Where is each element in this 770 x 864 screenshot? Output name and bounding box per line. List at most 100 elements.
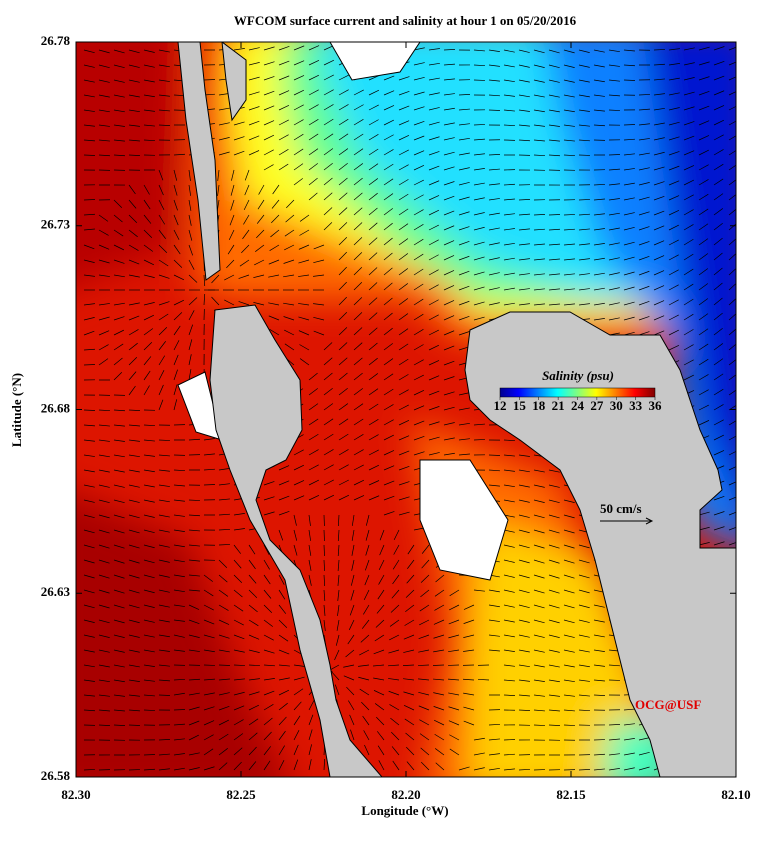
current-vector [683,121,695,126]
current-vector [563,544,575,549]
current-vector [368,282,378,291]
current-vector [383,90,395,96]
current-vector [413,194,424,201]
current-vector [503,499,515,503]
current-vector [173,723,185,726]
current-vector [128,439,140,442]
current-vector [593,198,605,201]
current-vector [143,499,155,503]
current-vector [518,303,530,306]
current-vector [713,358,724,366]
current-vector [203,692,215,696]
current-vector [353,133,364,141]
current-vector [578,64,590,68]
current-vector [683,253,694,261]
current-vector [98,664,110,668]
current-vector [443,422,455,426]
current-vector [158,229,166,239]
current-vector [128,139,140,142]
current-vector [533,154,546,157]
current-vector [98,439,110,442]
current-vector [173,325,181,336]
current-vector [299,344,310,351]
current-vector [683,329,694,336]
current-vector [406,761,415,771]
current-vector [368,297,378,306]
current-vector [668,136,680,141]
current-vector [173,604,185,607]
current-vector [698,389,709,396]
current-vector [113,409,125,412]
current-vector [608,302,620,306]
current-vector [653,49,666,51]
current-vector [143,768,155,771]
current-vector [428,165,440,171]
current-vector [413,224,424,231]
current-vector [143,328,154,336]
current-vector [638,167,650,171]
current-vector [229,214,235,226]
current-vector [388,664,400,667]
current-vector [428,329,439,336]
current-vector [188,339,193,351]
current-vector [98,214,109,222]
current-vector [248,732,258,741]
current-vector [463,634,475,638]
current-vector [563,514,575,519]
current-vector [608,272,620,276]
current-vector [345,649,355,658]
current-vector [188,438,200,441]
current-vector [448,678,460,681]
current-vector [390,717,400,726]
current-vector [638,94,651,96]
current-vector [143,109,155,112]
current-vector [211,296,220,306]
current-vector [308,403,319,411]
current-vector [83,213,95,216]
current-vector [233,705,245,711]
current-vector [263,690,275,696]
current-vector [698,149,709,156]
current-vector [338,494,350,501]
current-vector [113,649,125,653]
current-vector [458,241,470,246]
current-vector [158,469,170,472]
current-vector [143,184,150,195]
current-vector [128,259,140,265]
current-vector [533,228,545,231]
current-vector [463,692,475,696]
current-vector [548,604,560,609]
current-vector [578,94,590,98]
current-vector [278,119,289,126]
current-vector [334,649,340,661]
current-vector [338,296,347,306]
current-vector [173,199,178,211]
current-vector [83,317,95,321]
current-vector [593,243,605,246]
current-vector [698,343,709,351]
current-vector [413,283,424,291]
current-vector [623,767,635,771]
current-vector [683,283,694,291]
current-vector [518,109,530,112]
current-vector [233,678,245,681]
current-vector [563,499,575,503]
current-vector [313,330,325,336]
current-vector [143,604,155,608]
current-vector [428,107,440,111]
current-vector [113,424,125,427]
current-vector [503,257,515,261]
current-vector [113,214,123,223]
current-vector [218,634,230,639]
current-vector [308,464,319,471]
current-vector [405,604,415,613]
current-vector [308,104,319,111]
current-vector [338,312,348,321]
current-vector [578,574,590,579]
current-vector [158,619,170,623]
current-vector [323,494,335,501]
current-vector [113,259,125,264]
current-vector [299,229,310,236]
current-vector [284,244,295,251]
current-vector [359,649,370,656]
